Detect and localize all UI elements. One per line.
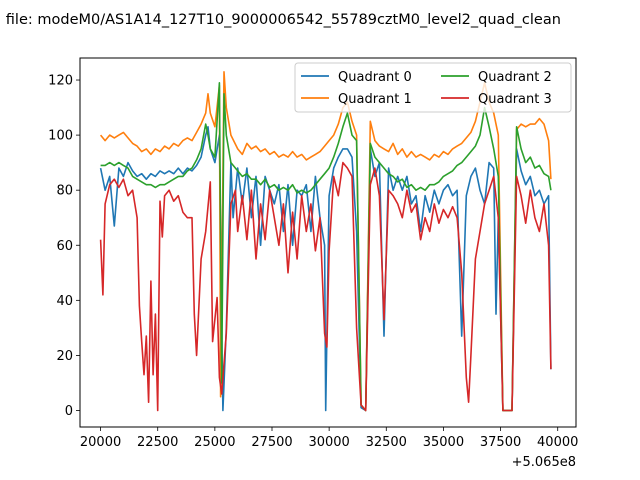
series-line-quadrant-0 (99, 126, 552, 412)
y-tick-label: 40 (56, 294, 73, 309)
y-tick-label: 60 (56, 239, 73, 254)
series-line-quadrant-3 (99, 161, 552, 412)
legend-label: Quadrant 2 (478, 70, 552, 85)
legend-label: Quadrant 1 (338, 92, 412, 107)
x-tick-label: 20000 (80, 435, 121, 450)
y-tick-label: 100 (48, 129, 73, 144)
series-line-quadrant-1 (99, 71, 552, 412)
series-line-quadrant-2 (100, 82, 552, 412)
legend-label: Quadrant 0 (338, 70, 412, 85)
x-axis-offset-label: +5.065e8 (512, 455, 576, 470)
y-axis: 0 20 40 60 80 100 120 (48, 74, 80, 419)
x-tick-label: 30000 (308, 435, 349, 450)
legend-label: Quadrant 3 (478, 92, 552, 107)
plot-frame (79, 57, 577, 428)
x-tick-label: 25000 (194, 435, 235, 450)
series-layer (99, 71, 552, 412)
x-tick-label: 40000 (537, 435, 578, 450)
x-axis: 20000 22500 25000 27500 30000 32500 35000 37500… (80, 427, 578, 450)
y-tick-label: 120 (48, 74, 73, 89)
chart-title: n file: modeM0/AS1A14_127T10_9000006542_… (0, 12, 561, 28)
y-tick-label: 0 (65, 404, 73, 419)
legend-box (294, 62, 572, 113)
x-tick-label: 27500 (251, 435, 292, 450)
legend: Quadrant 0 Quadrant 1 Quadrant 2 Quadrant 3 (294, 62, 572, 113)
x-tick-label: 32500 (366, 435, 407, 450)
y-tick-label: 80 (56, 184, 73, 199)
x-tick-label: 35000 (423, 435, 464, 450)
x-tick-label: 22500 (137, 435, 178, 450)
x-tick-label: 37500 (480, 435, 521, 450)
y-tick-label: 20 (56, 349, 73, 364)
